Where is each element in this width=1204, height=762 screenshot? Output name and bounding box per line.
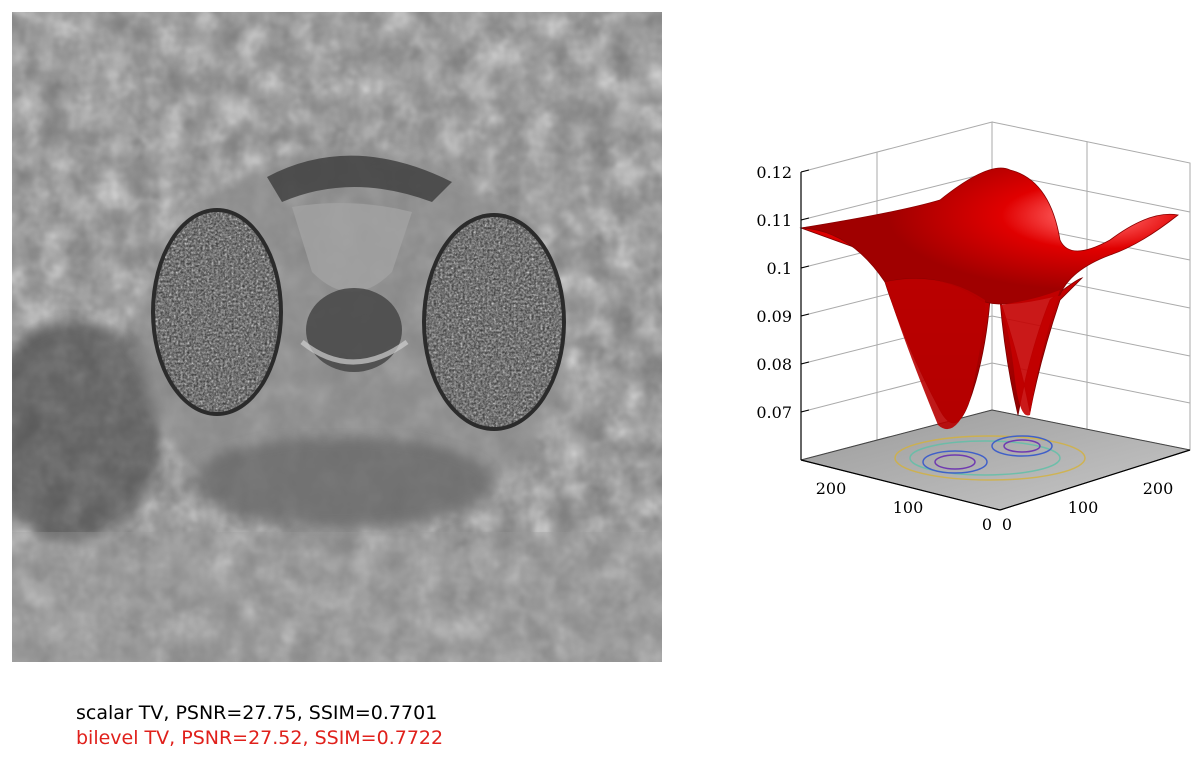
- denoised-image: [12, 12, 662, 662]
- x-tick-label: 0: [982, 515, 992, 534]
- y-tick-label: 0: [1002, 515, 1012, 534]
- z-tick-label: 0.07: [756, 403, 792, 422]
- z-tick-label: 0.08: [756, 355, 792, 374]
- floor-contours: [894, 435, 1086, 481]
- z-tick-label: 0.11: [756, 211, 792, 230]
- y-tick-label: 200: [1143, 479, 1174, 498]
- surface: [799, 167, 1179, 430]
- z-tick-label: 0.1: [767, 259, 792, 278]
- caption-scalar-tv: scalar TV, PSNR=27.75, SSIM=0.7701: [76, 702, 438, 724]
- x-tick-label: 200: [816, 479, 847, 498]
- surface-plot: 0.07 0.08 0.09 0.1 0.11 0.12 200 100 0 0…: [756, 121, 1191, 534]
- caption-bilevel-tv: bilevel TV, PSNR=27.52, SSIM=0.7722: [76, 727, 444, 749]
- x-tick-label: 100: [893, 498, 924, 517]
- z-tick-label: 0.09: [756, 307, 792, 326]
- y-tick-label: 100: [1068, 498, 1099, 517]
- z-tick-label: 0.12: [756, 163, 792, 182]
- plot-floor: [800, 409, 1191, 511]
